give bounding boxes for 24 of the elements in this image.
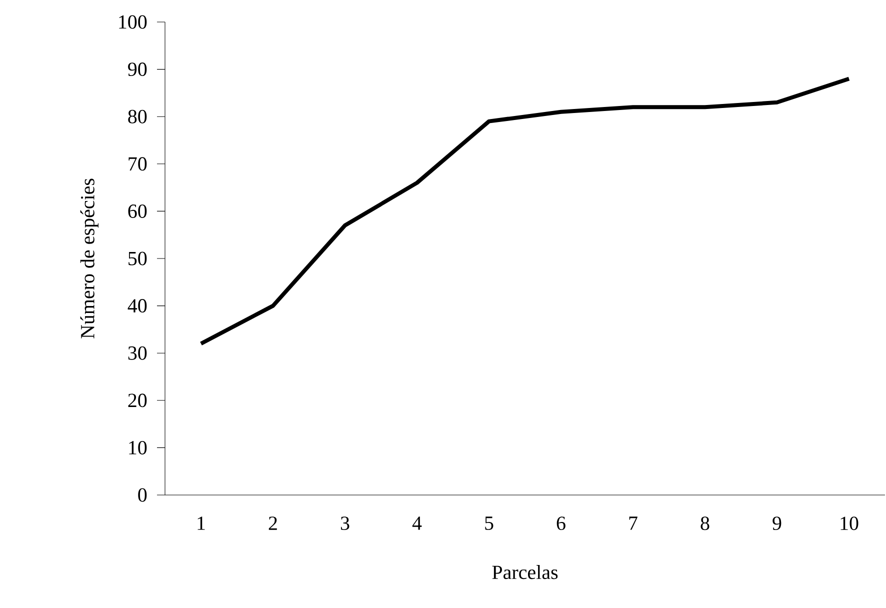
y-tick-label: 40 (128, 299, 147, 313)
x-tick-label: 3 (340, 516, 350, 530)
x-tick-label: 10 (840, 516, 858, 530)
y-tick-label: 50 (128, 252, 147, 266)
x-axis-title: Parcelas (492, 565, 558, 580)
x-tick-label: 1 (198, 516, 205, 530)
line-series (199, 76, 851, 346)
y-tick-label: 90 (128, 62, 147, 76)
x-tick-label: 2 (268, 516, 277, 530)
y-tick-label: 30 (128, 346, 147, 360)
x-tick-label: 4 (412, 516, 422, 530)
y-tick-label: 60 (128, 204, 147, 218)
y-tick-label: 0 (138, 488, 147, 502)
x-tick-label: 7 (629, 516, 638, 530)
y-tick-label: 80 (128, 110, 147, 124)
x-tick-label: 9 (772, 516, 782, 530)
y-axis-title: Número de espécies (80, 178, 98, 338)
y-tick-label: 70 (128, 157, 147, 171)
y-tick-label: 100 (119, 15, 147, 29)
y-tick-label: 10 (129, 440, 147, 454)
x-tick-label: 6 (556, 516, 566, 530)
x-tick-label: 5 (485, 516, 494, 530)
x-tick-label: 8 (700, 516, 710, 530)
y-tick-label: 20 (128, 394, 147, 408)
